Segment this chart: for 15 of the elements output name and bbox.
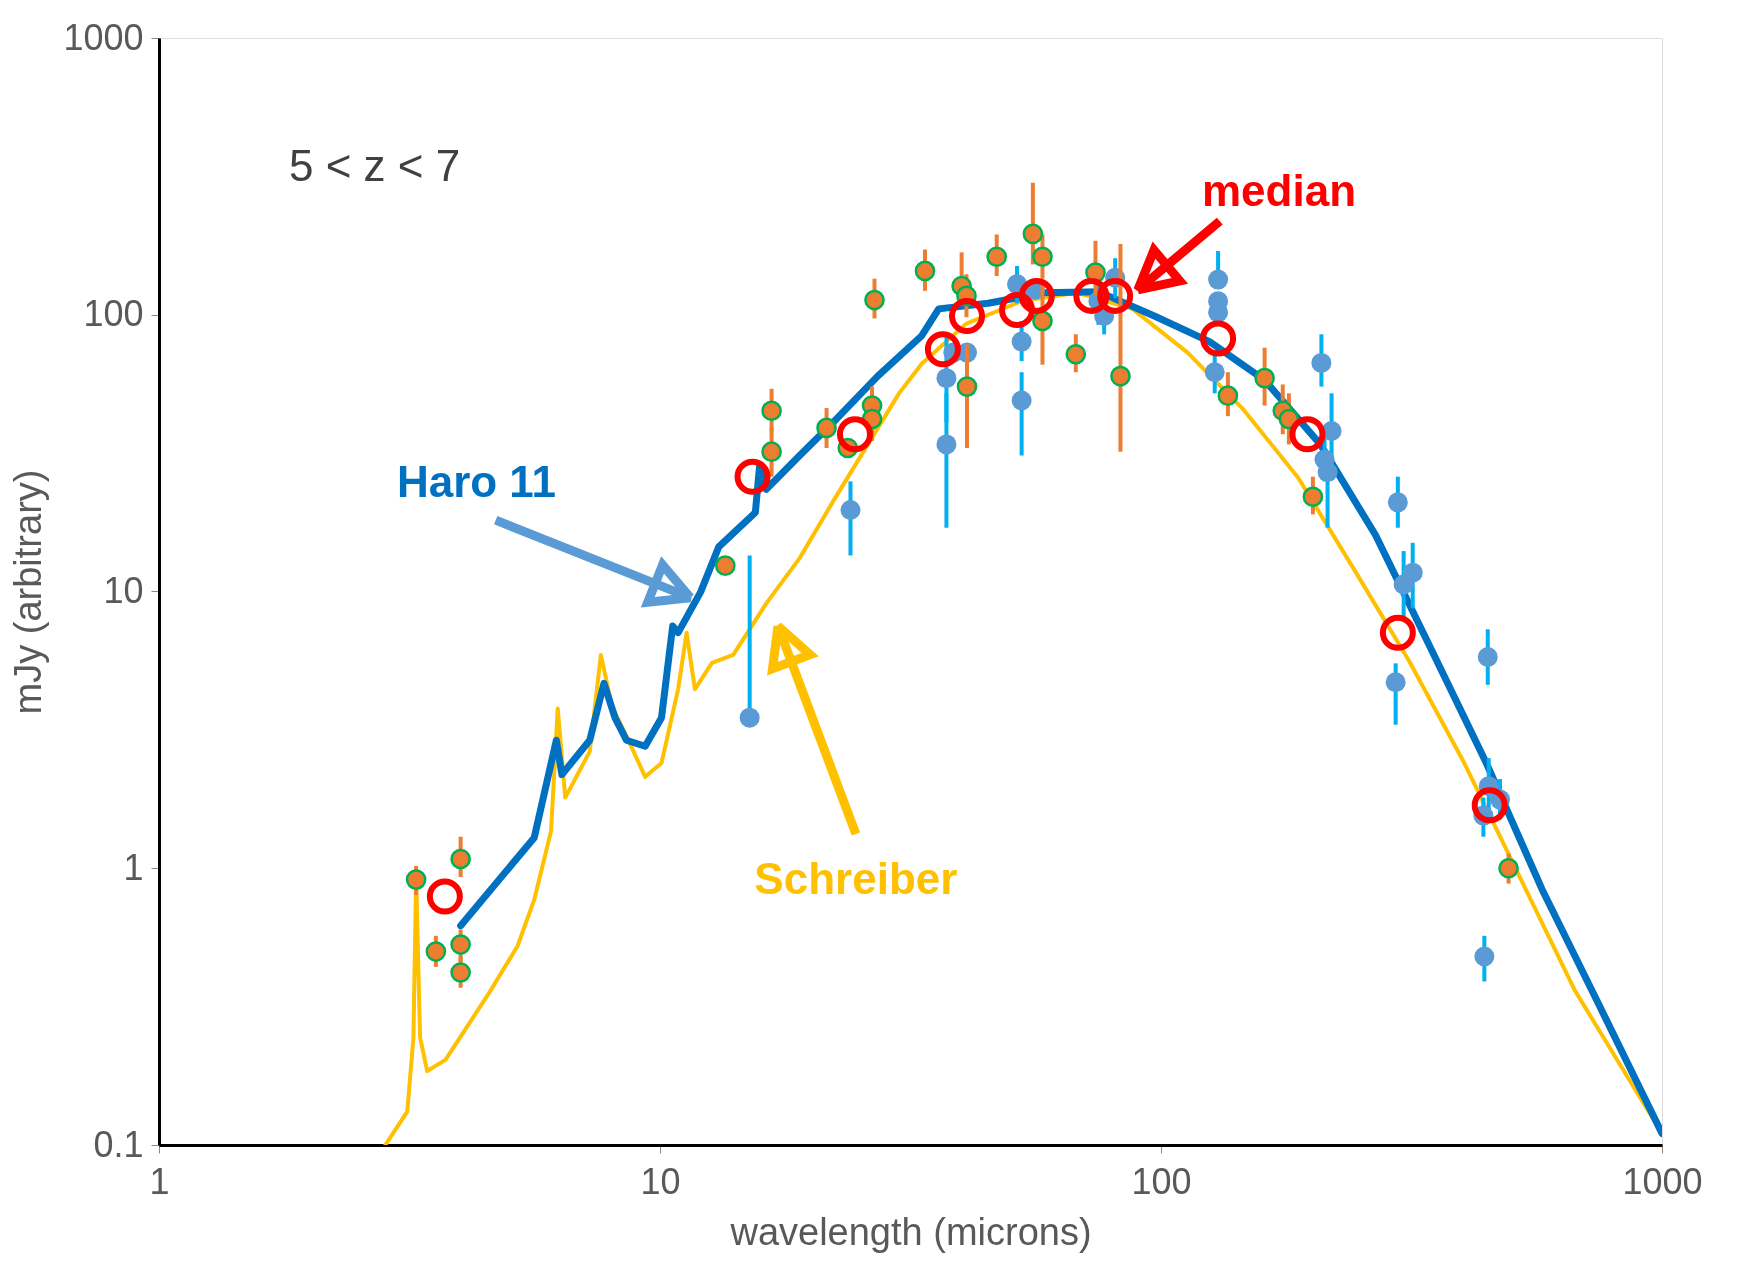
x-tick-label: 10	[640, 1160, 681, 1202]
y-tick-label: 100	[83, 293, 144, 335]
text: Schreiber	[754, 853, 958, 903]
y-tick-label: 10	[103, 570, 144, 611]
text: median	[1201, 165, 1357, 215]
y-tick-label: 0.1	[93, 1123, 144, 1165]
y-axis-title: mJy (arbitrary)	[7, 469, 50, 715]
x-tick-label: 1	[149, 1160, 170, 1202]
y-tick-label: 1	[123, 846, 144, 888]
annotation: 5 < z < 7	[289, 141, 461, 190]
text: Haro 11	[396, 456, 556, 506]
x-tick-label: 100	[1131, 1160, 1192, 1202]
y-tick-label: 1000	[63, 16, 144, 58]
x-tick-label: 1000	[1622, 1160, 1703, 1202]
x-axis-title: wavelength (microns)	[729, 1210, 1092, 1253]
